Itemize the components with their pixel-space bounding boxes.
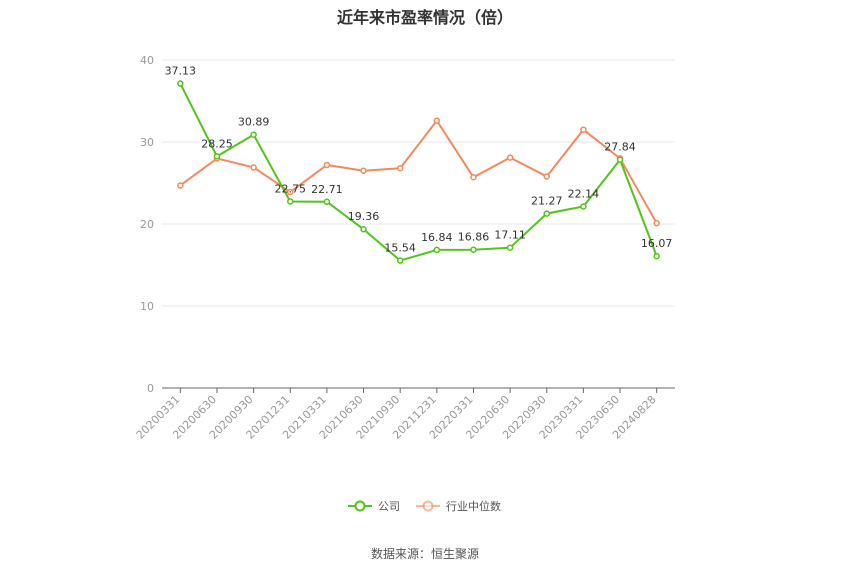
- y-tick-label: 20: [140, 218, 154, 231]
- data-label: 16.86: [458, 231, 490, 244]
- data-point: [543, 210, 550, 217]
- data-point: [323, 161, 331, 169]
- data-point: [177, 182, 184, 189]
- data-label: 30.89: [238, 116, 270, 129]
- data-label: 16.84: [421, 231, 453, 244]
- data-label: 28.25: [201, 137, 233, 150]
- legend-swatch-marker: [422, 500, 434, 512]
- data-label: 22.71: [311, 183, 343, 196]
- data-point: [433, 246, 441, 254]
- data-label: 19.36: [348, 210, 380, 223]
- data-point: [653, 219, 660, 227]
- data-point: [213, 153, 221, 160]
- legend-label: 公司: [378, 500, 400, 513]
- y-tick-label: 10: [140, 300, 154, 313]
- data-point: [506, 154, 514, 161]
- data-point: [543, 173, 550, 180]
- legend-item: 公司: [348, 500, 400, 513]
- data-point: [433, 117, 441, 124]
- data-point: [616, 156, 624, 163]
- data-point: [323, 198, 331, 206]
- data-point: [470, 246, 477, 253]
- data-point: [360, 167, 367, 174]
- series-line-0: [179, 83, 658, 262]
- y-tick-label: 30: [140, 136, 154, 149]
- y-tick-label: 0: [147, 382, 154, 395]
- data-label: 15.54: [384, 242, 416, 255]
- grid-lines: [162, 59, 675, 307]
- data-label: 22.75: [275, 182, 307, 195]
- series-line-1: [179, 118, 658, 224]
- data-point: [470, 174, 477, 181]
- data-point: [287, 188, 294, 196]
- data-label: 16.07: [641, 237, 673, 250]
- data-point: [177, 80, 184, 87]
- series-group: [177, 80, 660, 264]
- data-point: [396, 257, 404, 264]
- data-point: [250, 164, 257, 171]
- data-point: [396, 164, 404, 172]
- data-label: 37.13: [165, 65, 197, 78]
- data-point: [506, 244, 514, 251]
- data-point: [580, 126, 587, 133]
- data-source: 数据来源：恒生聚源: [370, 547, 479, 561]
- y-tick-label: 40: [140, 54, 154, 67]
- data-point: [580, 203, 587, 210]
- data-label: 27.84: [604, 141, 636, 154]
- data-label: 17.11: [494, 229, 526, 242]
- data-point: [287, 198, 294, 205]
- data-label: 22.14: [568, 187, 600, 200]
- data-point: [250, 131, 257, 138]
- legend: 公司 行业中位数: [348, 499, 501, 513]
- data-label: 21.27: [531, 195, 563, 208]
- legend-label: 行业中位数: [446, 499, 501, 513]
- data-point: [360, 225, 367, 233]
- data-labels: 37.13 28.25 30.89 22.75 22.71 19.36 15.54 16.84…: [165, 65, 673, 255]
- legend-item: 行业中位数: [416, 499, 501, 513]
- data-point: [653, 252, 660, 260]
- chart-title: 近年来市盈率情况（倍）: [336, 8, 513, 27]
- legend-swatch-marker: [354, 500, 366, 512]
